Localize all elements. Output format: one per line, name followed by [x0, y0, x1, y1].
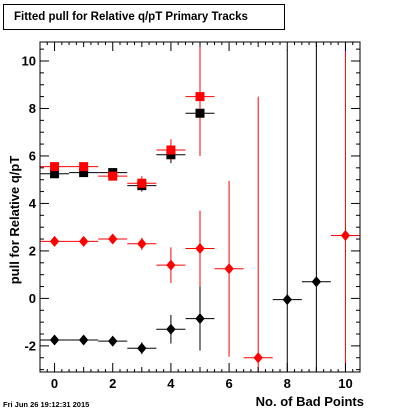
- axes-layer: 0 2 4 6 8 10 -2 0 2 4 6 8 10: [22, 42, 361, 391]
- data-point-diamond: [108, 335, 118, 347]
- data-point-diamond: [224, 263, 234, 275]
- data-point-diamond: [49, 235, 60, 247]
- data-point-diamond: [282, 294, 292, 306]
- y-tick-label: -2: [24, 338, 36, 353]
- data-point-square: [108, 171, 118, 181]
- y-tick-label: 4: [29, 196, 37, 211]
- data-point-diamond: [311, 276, 322, 288]
- data-point-diamond: [108, 233, 118, 245]
- data-point-square: [79, 162, 89, 172]
- y-tick-label: 2: [29, 243, 36, 258]
- data-point-diamond: [49, 334, 60, 346]
- data-point-diamond: [137, 238, 147, 250]
- x-tick-label: 6: [225, 376, 232, 391]
- data-point-diamond: [78, 235, 89, 247]
- y-tick-label: 10: [22, 53, 36, 68]
- data-point-diamond: [78, 334, 89, 346]
- data-point-square: [166, 145, 176, 155]
- y-axis-label: pull for Relative q/pT: [7, 155, 22, 285]
- data-point-diamond: [340, 229, 351, 241]
- data-point-diamond: [253, 352, 263, 364]
- x-tick-label: 10: [338, 376, 352, 391]
- data-point-square: [79, 168, 89, 178]
- data-point-square: [166, 150, 176, 160]
- x-tick-label: 2: [109, 376, 116, 391]
- data-point-diamond: [195, 313, 205, 325]
- timestamp: Fri Jun 26 19:12:31 2015: [3, 400, 90, 409]
- x-tick-label: 0: [51, 376, 58, 391]
- x-tick-label: 4: [167, 376, 175, 391]
- markers-layer: [49, 92, 351, 364]
- y-tick-label: 6: [29, 148, 36, 163]
- data-point-square: [195, 92, 205, 102]
- data-point-diamond: [195, 243, 205, 255]
- data-point-square: [50, 162, 60, 172]
- y-tick-label: 0: [29, 291, 36, 306]
- data-point-diamond: [137, 342, 147, 354]
- x-tick-label: 8: [284, 376, 291, 391]
- data-point-diamond: [166, 323, 176, 335]
- data-point-square: [195, 108, 205, 118]
- data-point-square: [137, 178, 147, 188]
- data-point-diamond: [166, 259, 176, 271]
- x-axis-label: No. of Bad Points: [255, 394, 364, 409]
- chart-title: Fitted pull for Relative q/pT Primary Tr…: [3, 4, 285, 30]
- y-tick-label: 8: [29, 101, 36, 116]
- data-point-square: [50, 169, 60, 179]
